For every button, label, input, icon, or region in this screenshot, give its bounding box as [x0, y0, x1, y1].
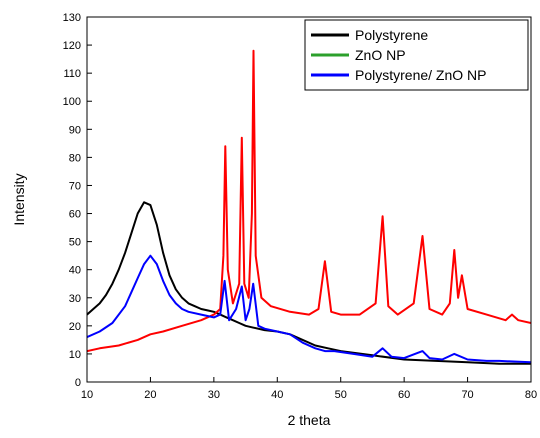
y-tick-label: 10	[69, 349, 81, 361]
series-line-2	[87, 49, 531, 353]
x-tick-label: 80	[525, 389, 537, 401]
x-tick-label: 40	[271, 389, 283, 401]
x-axis-title: 2 theta	[288, 412, 331, 428]
y-tick-label: 70	[69, 180, 81, 192]
y-tick-label: 120	[63, 40, 81, 52]
y-tick-label: 60	[69, 209, 81, 221]
y-tick-label: 130	[63, 12, 81, 24]
y-tick-label: 40	[69, 265, 81, 277]
x-tick-label: 20	[144, 389, 156, 401]
x-tick-label: 60	[398, 389, 410, 401]
plot-frame	[86, 16, 532, 383]
series-line-3	[87, 254, 531, 364]
y-axis-ticks: 0 10 20 30 40 50 60 70 80 90 100 110 120 130	[63, 12, 92, 389]
y-axis-title: Intensity	[11, 173, 27, 225]
legend: Polystyrene ZnO NP Polystyrene/ ZnO NP	[304, 19, 529, 91]
legend-label: Polystyrene	[355, 27, 428, 43]
x-tick-label: 50	[335, 389, 347, 401]
y-tick-label: 30	[69, 293, 81, 305]
plot-lines	[87, 49, 531, 365]
y-tick-label: 0	[75, 377, 81, 389]
x-axis-ticks: 10 20 30 40 50 60 70 80	[81, 377, 537, 401]
y-tick-label: 90	[69, 124, 81, 136]
legend-label: Polystyrene/ ZnO NP	[355, 67, 487, 83]
y-tick-label: 20	[69, 321, 81, 333]
y-tick-label: 110	[63, 68, 81, 80]
y-tick-label: 100	[63, 96, 81, 108]
legend-label: ZnO NP	[355, 47, 406, 63]
x-tick-label: 10	[81, 389, 93, 401]
y-tick-label: 50	[69, 237, 81, 249]
x-tick-label: 30	[208, 389, 220, 401]
series-line-1	[87, 201, 531, 365]
x-tick-label: 70	[461, 389, 473, 401]
y-tick-label: 80	[69, 152, 81, 164]
